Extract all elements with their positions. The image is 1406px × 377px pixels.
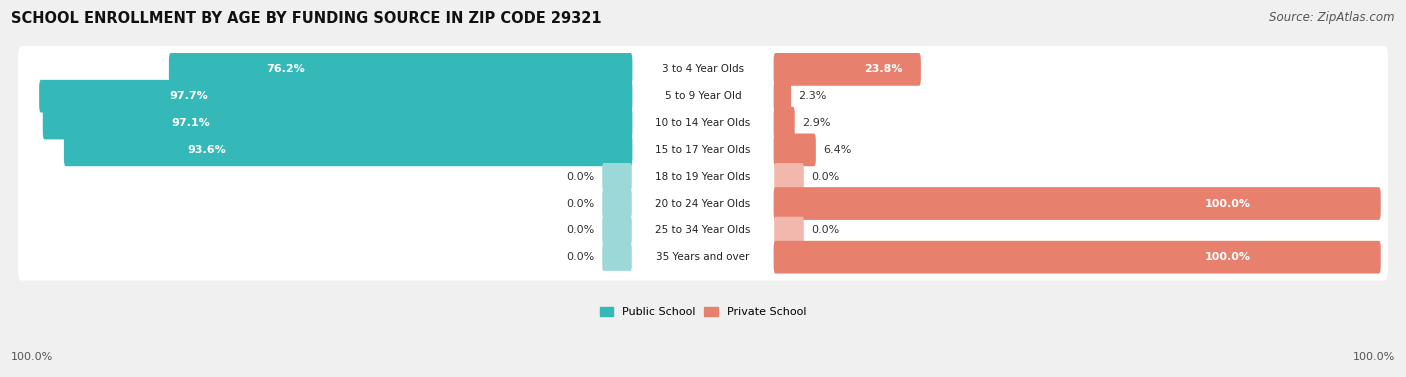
Text: 100.0%: 100.0% [11,352,53,362]
FancyBboxPatch shape [18,180,1388,227]
FancyBboxPatch shape [18,127,1388,173]
FancyBboxPatch shape [39,80,633,113]
FancyBboxPatch shape [773,241,1381,274]
Text: 0.0%: 0.0% [567,172,595,182]
Text: 100.0%: 100.0% [1205,199,1251,208]
Text: 18 to 19 Year Olds: 18 to 19 Year Olds [655,172,751,182]
FancyBboxPatch shape [775,163,804,190]
FancyBboxPatch shape [18,46,1388,93]
Text: 3 to 4 Year Olds: 3 to 4 Year Olds [662,64,744,74]
FancyBboxPatch shape [773,187,1381,220]
Text: 76.2%: 76.2% [266,64,305,74]
FancyBboxPatch shape [775,217,804,244]
Text: 25 to 34 Year Olds: 25 to 34 Year Olds [655,225,751,235]
Text: Source: ZipAtlas.com: Source: ZipAtlas.com [1270,11,1395,24]
FancyBboxPatch shape [773,80,792,113]
FancyBboxPatch shape [602,163,631,190]
Legend: Public School, Private School: Public School, Private School [595,303,811,322]
Text: 100.0%: 100.0% [1205,252,1251,262]
FancyBboxPatch shape [18,73,1388,120]
Text: 93.6%: 93.6% [187,145,226,155]
Text: 0.0%: 0.0% [567,252,595,262]
FancyBboxPatch shape [773,107,794,139]
FancyBboxPatch shape [602,217,631,244]
FancyBboxPatch shape [169,53,633,86]
FancyBboxPatch shape [42,107,633,139]
FancyBboxPatch shape [18,100,1388,146]
FancyBboxPatch shape [602,244,631,271]
FancyBboxPatch shape [773,53,921,86]
Text: 100.0%: 100.0% [1353,352,1395,362]
Text: 15 to 17 Year Olds: 15 to 17 Year Olds [655,145,751,155]
Text: 5 to 9 Year Old: 5 to 9 Year Old [665,91,741,101]
Text: 2.9%: 2.9% [801,118,831,128]
Text: 0.0%: 0.0% [811,225,839,235]
Text: 35 Years and over: 35 Years and over [657,252,749,262]
Text: 10 to 14 Year Olds: 10 to 14 Year Olds [655,118,751,128]
FancyBboxPatch shape [63,133,633,166]
Text: 0.0%: 0.0% [567,199,595,208]
Text: 23.8%: 23.8% [863,64,903,74]
FancyBboxPatch shape [602,190,631,217]
Text: 0.0%: 0.0% [567,225,595,235]
Text: 6.4%: 6.4% [823,145,852,155]
FancyBboxPatch shape [773,133,815,166]
Text: 20 to 24 Year Olds: 20 to 24 Year Olds [655,199,751,208]
Text: 97.7%: 97.7% [169,91,208,101]
FancyBboxPatch shape [18,153,1388,200]
FancyBboxPatch shape [18,234,1388,280]
Text: 2.3%: 2.3% [799,91,827,101]
Text: 97.1%: 97.1% [172,118,211,128]
Text: 0.0%: 0.0% [811,172,839,182]
FancyBboxPatch shape [18,207,1388,254]
Text: SCHOOL ENROLLMENT BY AGE BY FUNDING SOURCE IN ZIP CODE 29321: SCHOOL ENROLLMENT BY AGE BY FUNDING SOUR… [11,11,602,26]
